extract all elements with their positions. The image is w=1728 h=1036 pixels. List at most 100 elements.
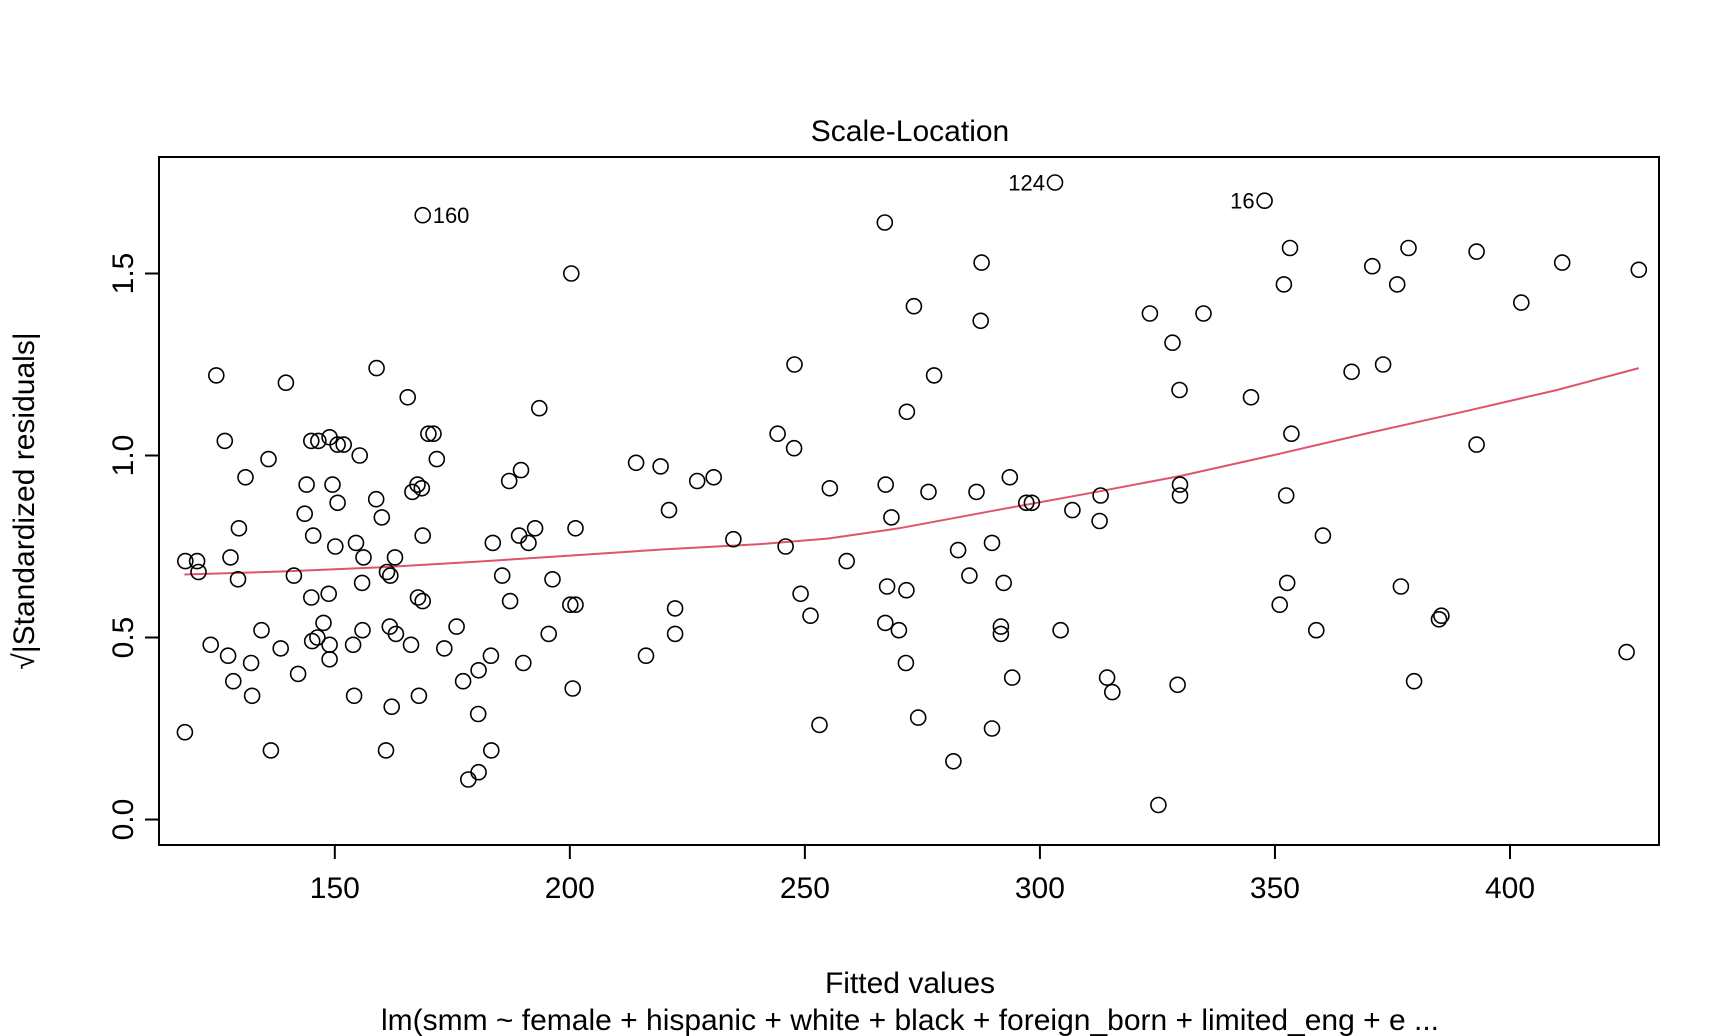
- data-point: [435, 640, 453, 657]
- data-point: [321, 636, 338, 654]
- data-point: [890, 621, 908, 639]
- x-tick-label: 350: [1250, 872, 1300, 905]
- data-point: [777, 538, 794, 555]
- data-point: [216, 432, 234, 450]
- data-point: [222, 549, 239, 566]
- data-point: [786, 356, 803, 373]
- data-point: [501, 592, 519, 610]
- data-point: [377, 742, 395, 759]
- data-point: [1171, 476, 1189, 493]
- data-point: [302, 432, 320, 450]
- data-point: [302, 589, 320, 606]
- data-points: [176, 174, 1648, 814]
- data-point: [898, 403, 916, 421]
- data-point: [925, 367, 943, 384]
- data-point: [354, 621, 371, 639]
- data-point: [482, 742, 500, 759]
- data-point: [561, 596, 579, 614]
- data-point: [802, 607, 819, 625]
- data-point: [1271, 596, 1288, 614]
- data-point: [329, 494, 346, 512]
- x-tick-label: 200: [545, 872, 595, 905]
- data-point: [176, 723, 194, 741]
- data-point: [470, 661, 487, 679]
- data-point: [420, 425, 437, 443]
- data-point: [1164, 334, 1181, 352]
- data-point: [821, 479, 839, 497]
- data-point: [188, 552, 206, 570]
- data-point: [1195, 305, 1212, 322]
- data-point: [540, 625, 558, 643]
- data-point: [285, 567, 303, 584]
- data-point: [1513, 294, 1530, 311]
- model-formula-subtitle: lm(smm ~ female + hispanic + white + bla…: [381, 1004, 1439, 1036]
- data-point: [1364, 257, 1381, 275]
- y-tick-label: 1.0: [107, 435, 140, 477]
- data-point: [208, 367, 225, 384]
- data-point: [905, 297, 923, 315]
- data-point: [1064, 501, 1081, 519]
- data-point: [386, 549, 404, 566]
- data-point: [660, 501, 678, 519]
- data-point: [530, 399, 548, 417]
- data-point: [459, 771, 477, 788]
- data-point: [1001, 468, 1019, 486]
- data-point: [409, 589, 427, 606]
- data-point: [289, 665, 307, 683]
- data-point: [381, 567, 399, 584]
- data-point: [666, 625, 684, 643]
- data-point: [1150, 796, 1167, 814]
- data-point: [262, 742, 280, 759]
- data-point: [1046, 174, 1064, 191]
- data-point: [1283, 425, 1300, 443]
- data-point: [315, 614, 332, 632]
- data-point: [1468, 436, 1485, 453]
- data-point: [792, 585, 809, 603]
- data-point: [303, 632, 321, 650]
- data-point: [320, 585, 338, 603]
- data-point: [652, 458, 669, 475]
- data-point: [1171, 381, 1188, 399]
- data-point: [526, 519, 544, 537]
- data-point: [567, 519, 584, 537]
- data-point: [1433, 607, 1450, 625]
- data-point: [1374, 356, 1392, 373]
- x-tick-label: 250: [780, 872, 830, 905]
- data-point: [876, 614, 894, 632]
- data-point: [1104, 683, 1121, 701]
- data-point: [260, 450, 277, 468]
- data-point: [1242, 388, 1260, 406]
- data-point: [367, 490, 385, 508]
- data-point: [448, 618, 465, 635]
- data-point: [237, 468, 254, 486]
- data-point: [402, 636, 420, 654]
- outlier-label: 16: [1230, 189, 1254, 214]
- data-point: [945, 752, 962, 770]
- data-point: [387, 625, 405, 643]
- data-point: [785, 439, 803, 457]
- data-point: [272, 640, 290, 657]
- data-point: [454, 672, 472, 690]
- data-point: [225, 672, 242, 690]
- data-point: [920, 483, 937, 501]
- data-point: [1553, 254, 1571, 271]
- data-point: [1092, 487, 1109, 504]
- data-point: [219, 647, 237, 665]
- data-point: [277, 374, 295, 392]
- data-point: [637, 647, 655, 665]
- data-point: [243, 687, 261, 705]
- data-point: [992, 618, 1010, 635]
- y-tick-label: 0.0: [107, 799, 140, 841]
- x-tick-label: 150: [310, 872, 360, 905]
- data-point: [410, 687, 428, 705]
- data-point: [253, 621, 270, 639]
- data-point: [413, 479, 431, 497]
- data-point: [326, 538, 344, 555]
- data-point: [1256, 192, 1273, 209]
- data-point: [878, 578, 896, 595]
- data-point: [544, 570, 561, 588]
- data-point: [310, 432, 327, 450]
- data-point: [470, 763, 487, 781]
- outlier-label: 124: [1008, 170, 1045, 195]
- data-point: [705, 468, 723, 486]
